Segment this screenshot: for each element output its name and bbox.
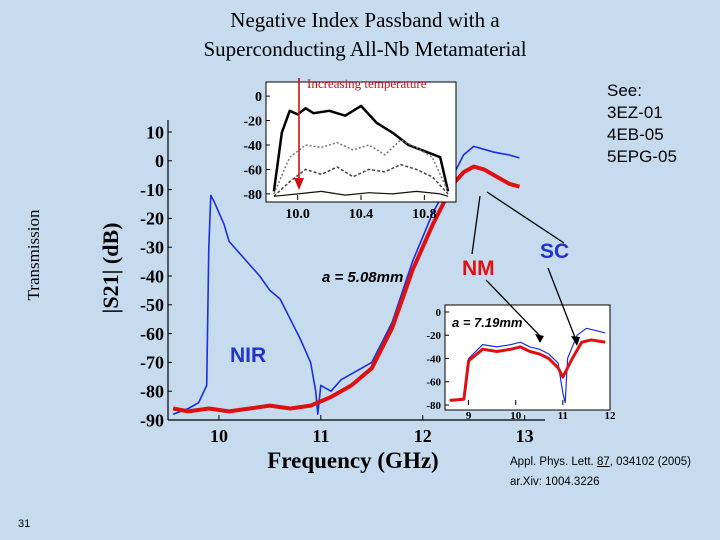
title-line-1: Negative Index Passband with a — [230, 8, 500, 32]
y-tick-label: -30 — [140, 238, 164, 258]
y-tick-label: -80 — [426, 400, 441, 412]
upper-inset-series — [272, 104, 450, 197]
y-tick-label: -20 — [243, 114, 262, 129]
page-number: 31 — [18, 518, 31, 530]
nm-inset-pointer-line — [485, 279, 541, 337]
series-line — [172, 164, 521, 414]
y-tick-label: -60 — [426, 377, 441, 389]
y-tick-label: -70 — [140, 353, 164, 373]
series-line — [449, 338, 606, 402]
upper-inset-frame — [265, 81, 457, 203]
series-line — [272, 104, 450, 192]
series-line — [449, 327, 606, 404]
y-tick-label: 0 — [255, 90, 262, 105]
lower-inset-series — [449, 327, 606, 404]
x-tick-label: 10 — [510, 410, 522, 422]
title-line-2: Superconducting All-Nb Metamaterial — [203, 37, 527, 61]
y-tick-label: -60 — [140, 324, 164, 344]
y-tick-label: -10 — [140, 180, 164, 200]
see-line: 5EPG-05 — [607, 147, 677, 166]
x-tick-label: 11 — [558, 410, 568, 422]
x-tick-label: 9 — [466, 410, 472, 422]
reference-journal-volume: 87 — [596, 456, 610, 468]
x-tick-label: 10.0 — [285, 207, 310, 222]
x-tick-label: 10 — [210, 426, 228, 446]
series-line — [273, 190, 449, 197]
sc-pointer-head — [571, 336, 580, 346]
y-tick-label: -80 — [140, 382, 164, 402]
slide-title: Negative Index Passband with a Supercond… — [0, 6, 720, 64]
see-references: See: 3EZ-01 4EB-05 5EPG-05 — [607, 80, 677, 168]
nm-pointer-head — [535, 334, 544, 343]
reference-journal-suffix: , 034102 (2005) — [609, 456, 691, 468]
y-tick-label: -80 — [243, 188, 262, 203]
series-line — [273, 139, 449, 195]
see-line: See: — [607, 81, 642, 100]
main-chart-axes — [167, 120, 545, 421]
x-tick-label: 13 — [516, 426, 534, 446]
y-tick-label: -40 — [140, 266, 164, 286]
y-tick-label: -60 — [243, 163, 262, 178]
main-tick-labels: 10 11 12 13 10 0 -10 -20 -30 -40 -50 -60 -70 -80 -90 — [140, 122, 534, 446]
main-y-axis-label: |S21| (dB) — [98, 223, 123, 314]
see-line: 4EB-05 — [607, 125, 664, 144]
reference-journal-prefix: Appl. Phys. Lett. — [510, 456, 597, 468]
sc-pointer-line — [486, 191, 565, 244]
y-tick-label: 0 — [155, 151, 164, 171]
nm-label: NM — [462, 257, 495, 280]
increasing-temperature-label: Increasing temperature — [307, 76, 427, 91]
y-tick-label: -20 — [426, 330, 441, 342]
temperature-arrow-head — [294, 178, 304, 190]
y-tick-label: -20 — [140, 209, 164, 229]
lattice-main-label: a = 5.08mm — [322, 269, 403, 286]
y-tick-label: -90 — [140, 410, 164, 430]
x-tick-label: 12 — [605, 410, 617, 422]
sc-label: SC — [540, 240, 569, 263]
sc-inset-pointer-line — [547, 267, 577, 341]
nir-label: NIR — [230, 344, 266, 367]
y-tick-label: 0 — [436, 307, 442, 319]
lattice-inset-label: a = 7.19mm — [452, 315, 523, 330]
series-line — [273, 163, 449, 197]
x-tick-label: 12 — [414, 426, 432, 446]
y-tick-label: -40 — [426, 353, 441, 365]
x-tick-label: 11 — [312, 426, 329, 446]
y-tick-label: 10 — [146, 122, 164, 142]
reference-journal: Appl. Phys. Lett. 87, 034102 (2005) — [510, 456, 691, 468]
x-tick-label: 10.4 — [349, 207, 374, 222]
upper-inset-tick-labels: 10.0 10.4 10.8 0 -20 -40 -60 -80 — [243, 90, 436, 222]
x-tick-label: 10.8 — [412, 207, 437, 222]
reference-arxiv: ar.Xiv: 1004.3226 — [510, 476, 600, 488]
y-tick-label: -50 — [140, 295, 164, 315]
y-tick-label: -40 — [243, 139, 262, 154]
nm-pointer-line — [471, 195, 481, 255]
lower-inset-tick-labels: 9 10 11 12 0 -20 -40 -60 -80 — [426, 307, 616, 422]
see-line: 3EZ-01 — [607, 103, 663, 122]
main-x-axis-label: Frequency (GHz) — [267, 448, 438, 473]
